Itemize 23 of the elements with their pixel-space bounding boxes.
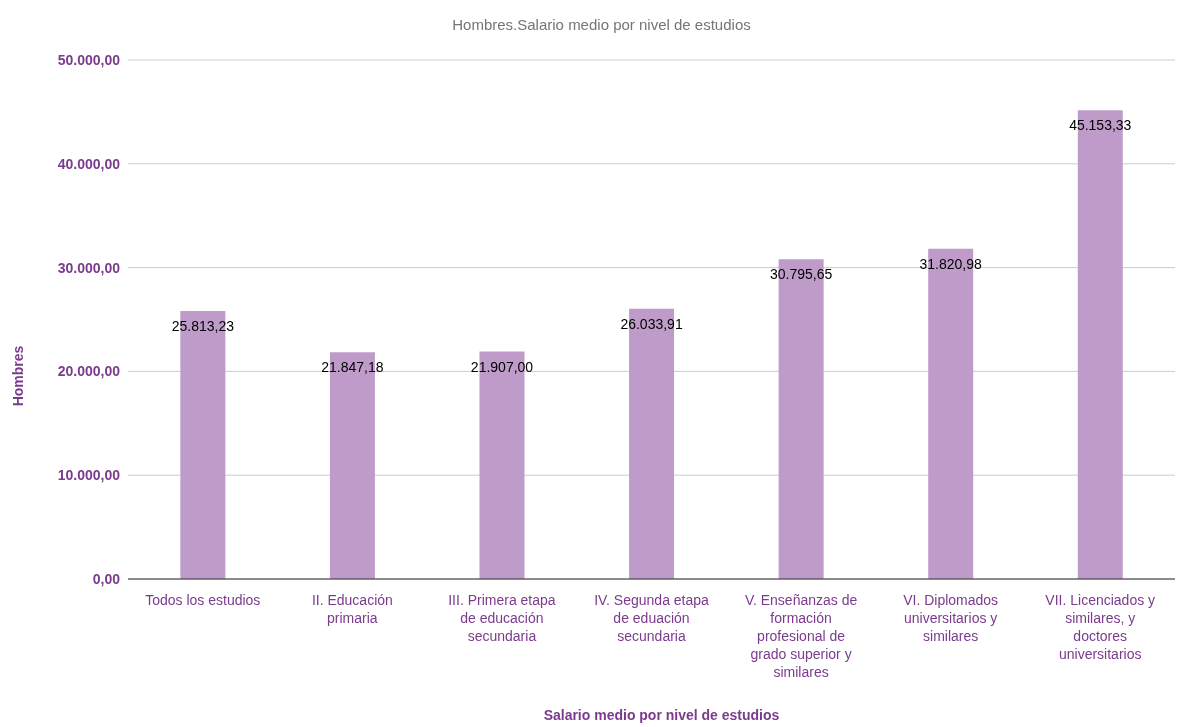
x-tick-label: VI. Diplomados universitarios y similares	[903, 592, 999, 644]
data-label: 21.847,18	[321, 359, 384, 376]
x-axis-title: Salario medio por nivel de estudios	[542, 707, 781, 723]
y-axis-title: Hombres	[10, 345, 27, 407]
data-label: 21.907,00	[470, 358, 534, 375]
data-label: 30.795,65	[769, 266, 833, 283]
y-tick-label: 50.000,00	[57, 51, 121, 68]
data-label: 45.153,33	[1069, 117, 1132, 134]
y-tick-label: 0,00	[92, 570, 121, 587]
x-tick-label: II. Educación primaria	[311, 592, 393, 626]
data-label: 31.820,98	[919, 255, 983, 272]
x-tick-label: III. Primera etapa de educación secundaria	[448, 592, 556, 644]
x-tick-label: IV. Segunda etapa de eduación secundaria	[594, 592, 710, 644]
y-tick-label: 40.000,00	[57, 155, 121, 172]
chart-title: Hombres.Salario medio por nivel de estudios	[451, 16, 752, 33]
data-label: 25.813,23	[171, 318, 235, 334]
x-tick-label: Todos los estudios	[145, 592, 261, 608]
y-tick-label: 10.000,00	[57, 467, 121, 484]
y-tick-label: 20.000,00	[57, 363, 121, 380]
y-tick-label: 30.000,00	[57, 259, 121, 276]
x-tick-label: VII. Licenciados y similares, y doctores universitarios	[1045, 592, 1156, 662]
x-tick-label: V. Enseñanzas de formación profesional de grado superior y similares	[744, 592, 858, 680]
data-label: 26.033,91	[620, 315, 683, 332]
